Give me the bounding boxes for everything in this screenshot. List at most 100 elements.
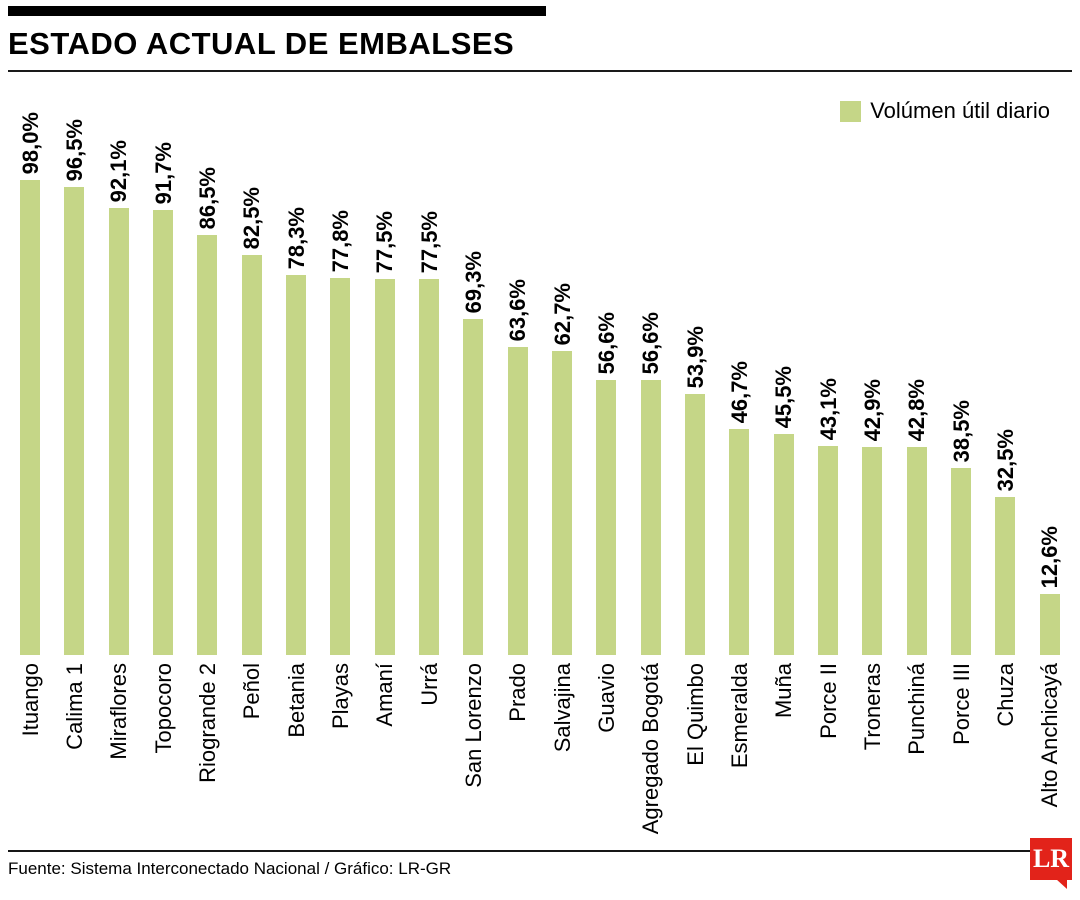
category-label-cell: Muña xyxy=(762,655,806,718)
bar-category-label: Chuza xyxy=(992,663,1018,727)
bar-value-label: 69,3% xyxy=(460,250,486,313)
bar-category-label: Muña xyxy=(771,663,797,719)
page-title: ESTADO ACTUAL DE EMBALSES xyxy=(8,26,515,61)
bar xyxy=(596,380,617,655)
bar xyxy=(773,434,794,655)
bar-value-label: 98,0% xyxy=(17,111,43,174)
legend-label: Volúmen útil diario xyxy=(870,98,1050,123)
bar xyxy=(330,278,351,655)
bar-column: 82,5% xyxy=(230,187,274,655)
bar-column: 12,6% xyxy=(1028,526,1072,655)
bar-value-label: 77,5% xyxy=(416,210,442,273)
bar-value-label: 77,5% xyxy=(372,210,398,273)
bar xyxy=(685,394,706,655)
bar-value-label: 63,6% xyxy=(505,278,531,341)
bar-value-label: 86,5% xyxy=(194,166,220,229)
category-label-cell: El Quimbo xyxy=(673,655,717,766)
bar-category-label: Punchiná xyxy=(904,663,930,755)
category-label-cell: Ituango xyxy=(8,655,52,736)
bar-category-label: Salvajina xyxy=(549,663,575,753)
bar-value-label: 78,3% xyxy=(283,206,309,269)
bar-category-label: Riogrande 2 xyxy=(194,663,220,783)
category-label-cell: Prado xyxy=(496,655,540,722)
bar xyxy=(552,351,573,655)
bar-category-label: El Quimbo xyxy=(682,663,708,766)
bar-category-label: Betania xyxy=(283,663,309,738)
bar-column: 42,9% xyxy=(850,379,894,655)
category-label-cell: San Lorenzo xyxy=(451,655,495,788)
bar-category-label: Agregado Bogotá xyxy=(638,663,664,835)
bar xyxy=(108,208,129,655)
bars-area: 98,0% 96,5% 92,1% 91,7% 86,5% 82,5% 78,3% 77,8%… xyxy=(8,95,1072,655)
bar xyxy=(818,446,839,655)
category-label-cell: Topocoro xyxy=(141,655,185,754)
bar xyxy=(640,380,661,655)
bar-column: 62,7% xyxy=(540,283,584,655)
bar-column: 46,7% xyxy=(717,361,761,655)
bar-column: 38,5% xyxy=(939,400,983,655)
lr-logo: LR xyxy=(1030,838,1072,889)
bar-value-label: 62,7% xyxy=(549,282,575,345)
category-label-cell: Peñol xyxy=(230,655,274,719)
bar-category-label: Calima 1 xyxy=(61,663,87,750)
bar-value-label: 38,5% xyxy=(948,399,974,462)
category-label-cell: Urrá xyxy=(407,655,451,706)
bar-value-label: 32,5% xyxy=(992,428,1018,491)
legend-swatch xyxy=(840,100,862,122)
bar-column: 56,6% xyxy=(629,312,673,655)
bar xyxy=(197,235,218,655)
category-label-cell: Riogrande 2 xyxy=(185,655,229,783)
bar-value-label: 92,1% xyxy=(106,139,132,202)
bar-column: 86,5% xyxy=(185,167,229,655)
bar xyxy=(241,255,262,655)
bar-column: 77,5% xyxy=(407,211,451,655)
title-divider xyxy=(8,70,1072,72)
bar-value-label: 45,5% xyxy=(771,365,797,428)
bar-column: 91,7% xyxy=(141,142,185,655)
bar-column: 42,8% xyxy=(895,379,939,655)
category-label-cell: Amaní xyxy=(363,655,407,727)
category-label-cell: Troneras xyxy=(850,655,894,750)
bar-value-label: 56,6% xyxy=(593,311,619,374)
bar-category-label: Porce II xyxy=(815,663,841,739)
bar-category-label: Playas xyxy=(327,663,353,730)
bar xyxy=(153,210,174,655)
bar-category-label: Prado xyxy=(505,663,531,722)
bar-value-label: 46,7% xyxy=(726,360,752,423)
bar xyxy=(995,497,1016,655)
lr-logo-tail xyxy=(1056,879,1067,889)
bar xyxy=(64,187,85,655)
bar-column: 98,0% xyxy=(8,112,52,655)
top-accent-bar xyxy=(8,6,546,16)
bar-value-label: 42,8% xyxy=(904,378,930,441)
bar-category-label: Topocoro xyxy=(150,663,176,754)
category-label-cell: Playas xyxy=(318,655,362,729)
bar xyxy=(419,279,440,655)
bar-category-label: Miraflores xyxy=(106,663,132,760)
category-label-cell: Guavio xyxy=(584,655,628,733)
bar-column: 45,5% xyxy=(762,366,806,655)
source-text: Fuente: Sistema Interconectado Nacional … xyxy=(8,859,452,878)
bar-value-label: 91,7% xyxy=(150,141,176,204)
bar xyxy=(906,447,927,655)
bar xyxy=(951,468,972,655)
bar xyxy=(729,429,750,655)
bar-category-label: Guavio xyxy=(593,663,619,733)
bar-value-label: 12,6% xyxy=(1037,525,1063,588)
bar-value-label: 96,5% xyxy=(61,118,87,181)
bar-value-label: 77,8% xyxy=(327,209,353,272)
bar-category-label: Troneras xyxy=(859,663,885,751)
bar-column: 77,5% xyxy=(363,211,407,655)
bar-category-label: Porce III xyxy=(948,663,974,745)
bar-chart: Volúmen útil diario 98,0% 96,5% 92,1% 91,7%… xyxy=(8,78,1072,848)
bar-column: 53,9% xyxy=(673,326,717,655)
bar xyxy=(374,279,395,655)
category-labels-area: Ituango Calima 1 Miraflores Topocoro Riogran… xyxy=(8,655,1072,840)
bar xyxy=(20,180,41,655)
bar-column: 69,3% xyxy=(451,251,495,655)
bar xyxy=(507,347,528,655)
bar xyxy=(463,319,484,655)
category-label-cell: Punchiná xyxy=(895,655,939,755)
category-label-cell: Agregado Bogotá xyxy=(629,655,673,834)
bar-column: 77,8% xyxy=(318,210,362,655)
